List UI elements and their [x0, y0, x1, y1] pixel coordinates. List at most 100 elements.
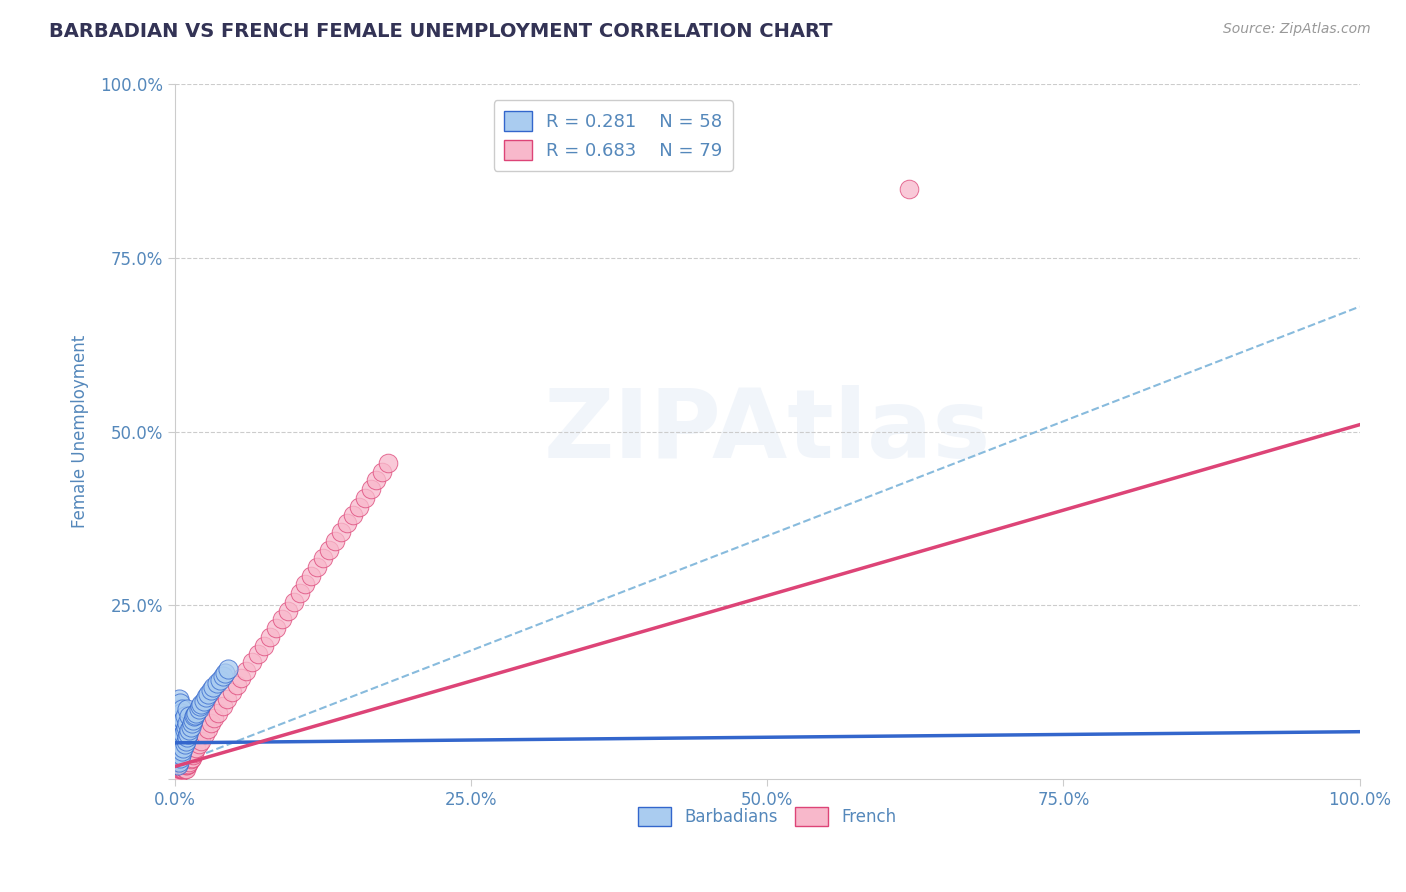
Point — [172, 755, 194, 769]
Point — [173, 709, 195, 723]
Point — [183, 746, 205, 760]
Point — [253, 639, 276, 653]
Point — [187, 737, 209, 751]
Point — [299, 569, 322, 583]
Point — [179, 755, 201, 769]
Point — [167, 751, 190, 765]
Point — [240, 655, 263, 669]
Point — [173, 762, 195, 776]
Point — [166, 755, 188, 769]
Point — [165, 751, 187, 765]
Text: BARBADIAN VS FRENCH FEMALE UNEMPLOYMENT CORRELATION CHART: BARBADIAN VS FRENCH FEMALE UNEMPLOYMENT … — [49, 22, 832, 41]
Point — [188, 698, 211, 713]
Point — [169, 762, 191, 776]
Point — [165, 737, 187, 751]
Text: Source: ZipAtlas.com: Source: ZipAtlas.com — [1223, 22, 1371, 37]
Point — [235, 665, 257, 679]
Point — [323, 534, 346, 549]
Point — [177, 756, 200, 771]
Point — [166, 744, 188, 758]
Point — [166, 758, 188, 772]
Point — [184, 708, 207, 723]
Point — [193, 694, 215, 708]
Point — [170, 751, 193, 765]
Point — [170, 758, 193, 772]
Point — [167, 758, 190, 772]
Point — [165, 758, 187, 772]
Point — [207, 706, 229, 720]
Point — [205, 676, 228, 690]
Point — [225, 678, 247, 692]
Point — [283, 595, 305, 609]
Point — [336, 516, 359, 531]
Point — [180, 716, 202, 731]
Point — [166, 758, 188, 772]
Point — [190, 697, 212, 711]
Point — [165, 751, 187, 765]
Point — [166, 731, 188, 745]
Point — [330, 525, 353, 540]
Point — [172, 762, 194, 776]
Point — [371, 465, 394, 479]
Text: ZIPAtlas: ZIPAtlas — [544, 385, 991, 478]
Point — [174, 733, 197, 747]
Point — [211, 669, 233, 683]
Point — [170, 720, 193, 734]
Point — [166, 762, 188, 776]
Point — [247, 647, 270, 661]
Point — [172, 716, 194, 731]
Point — [172, 762, 194, 776]
Point — [270, 612, 292, 626]
Point — [200, 683, 222, 698]
Point — [173, 737, 195, 751]
Legend: Barbadians, French: Barbadians, French — [631, 800, 903, 833]
Point — [169, 737, 191, 751]
Point — [183, 709, 205, 723]
Point — [173, 723, 195, 738]
Point — [167, 747, 190, 762]
Point — [170, 706, 193, 720]
Point — [169, 764, 191, 779]
Point — [174, 720, 197, 734]
Y-axis label: Female Unemployment: Female Unemployment — [72, 335, 89, 528]
Point — [180, 751, 202, 765]
Point — [353, 491, 375, 505]
Point — [167, 755, 190, 769]
Point — [200, 716, 222, 731]
Point — [170, 762, 193, 776]
Point — [176, 731, 198, 745]
Point — [172, 727, 194, 741]
Point — [197, 722, 219, 736]
Point — [211, 698, 233, 713]
Point — [172, 713, 194, 727]
Point — [173, 758, 195, 772]
Point — [214, 666, 236, 681]
Point — [312, 551, 335, 566]
Point — [347, 500, 370, 514]
Point — [187, 702, 209, 716]
Point — [180, 752, 202, 766]
Point — [288, 586, 311, 600]
Point — [172, 758, 194, 772]
Point — [221, 685, 243, 699]
Point — [169, 723, 191, 738]
Point — [898, 181, 921, 195]
Point — [166, 747, 188, 762]
Point — [174, 762, 197, 776]
Point — [169, 696, 191, 710]
Point — [179, 709, 201, 723]
Point — [217, 692, 239, 706]
Point — [172, 731, 194, 745]
Point — [172, 702, 194, 716]
Point — [197, 687, 219, 701]
Point — [294, 577, 316, 591]
Point — [186, 706, 208, 720]
Point — [167, 727, 190, 741]
Point — [360, 482, 382, 496]
Point — [165, 764, 187, 779]
Point — [186, 740, 208, 755]
Point — [167, 713, 190, 727]
Point — [217, 662, 239, 676]
Point — [194, 690, 217, 704]
Point — [170, 755, 193, 769]
